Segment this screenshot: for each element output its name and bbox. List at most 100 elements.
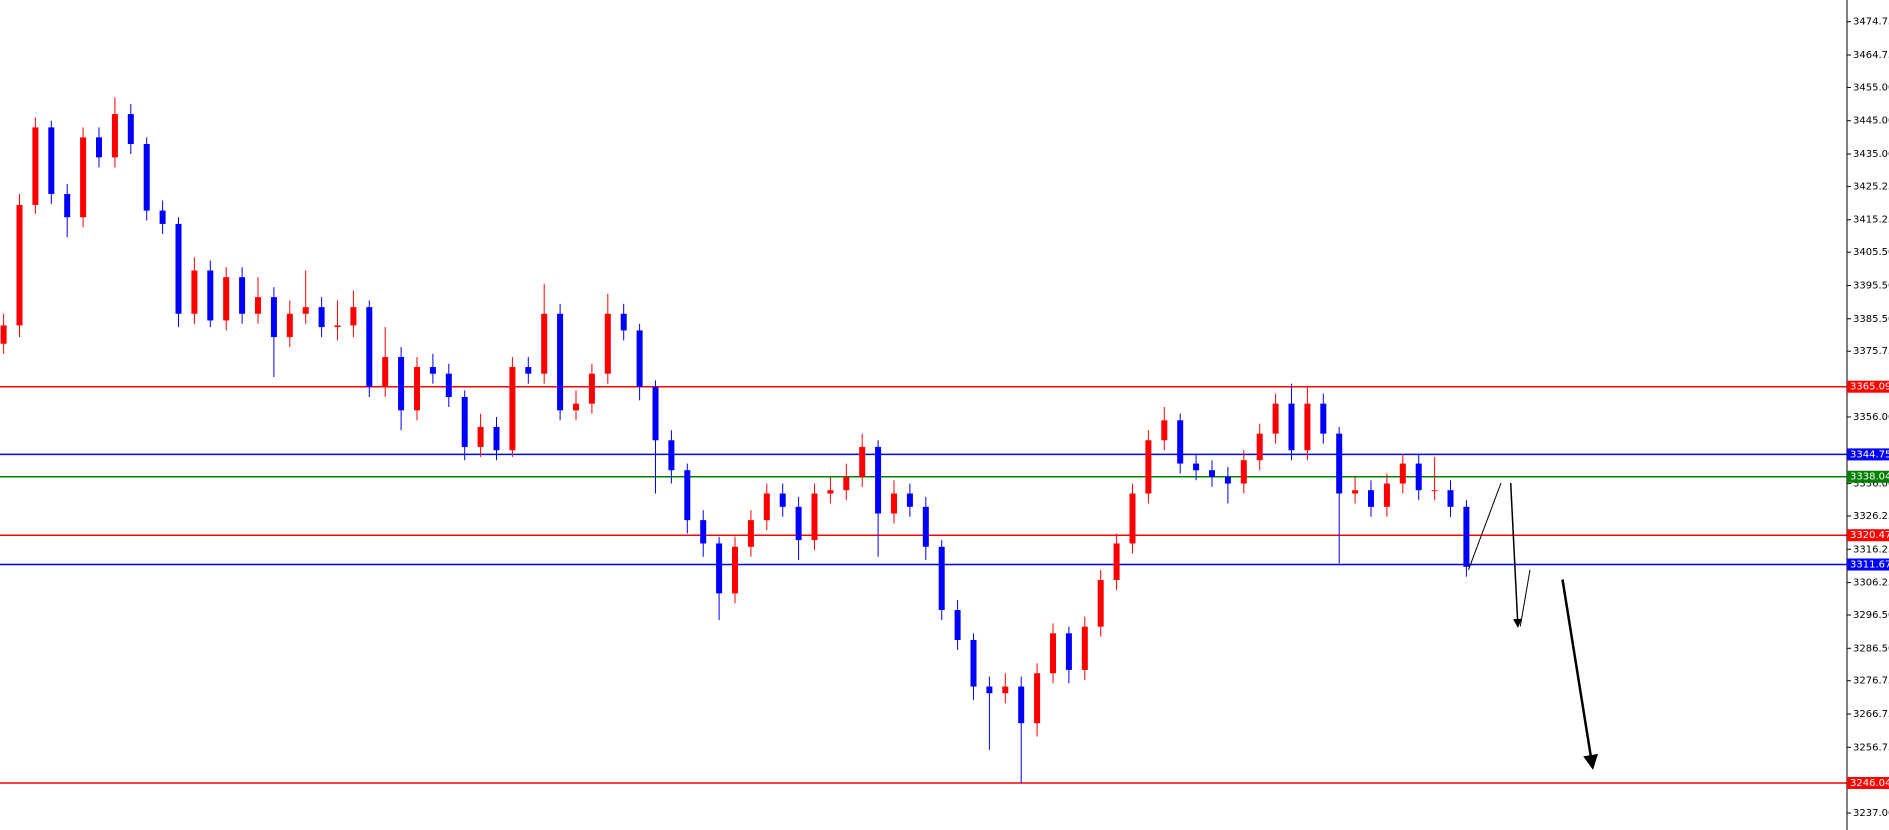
candle-body <box>1113 543 1120 581</box>
y-tick-label: 3435.00 <box>1853 149 1889 160</box>
candle-body <box>477 426 484 447</box>
y-tick-label: 3266.75 <box>1853 709 1889 720</box>
candle-body <box>239 277 246 314</box>
candle-body <box>0 325 7 344</box>
y-tick-label: 3455.00 <box>1853 82 1889 93</box>
candle-body <box>970 639 977 687</box>
candle-body <box>32 127 39 205</box>
candle-body <box>1368 490 1374 507</box>
candle-body <box>1081 626 1088 670</box>
candles <box>0 97 1470 784</box>
candle-body <box>143 144 150 211</box>
candle-body <box>48 127 55 194</box>
candle-body <box>1145 440 1152 494</box>
candle-body <box>1034 673 1041 724</box>
candle-body <box>1129 493 1136 544</box>
candle-body <box>1304 403 1311 451</box>
candle-body <box>891 493 897 514</box>
candle-body <box>811 493 818 541</box>
price-axis: 3474.75 3464.75 3455.00 3445.00 3435.00 3425.… <box>1847 17 1889 819</box>
candle-body <box>779 493 786 507</box>
level-label: 3246.04 <box>1850 778 1889 789</box>
candle-body <box>652 387 659 441</box>
candle-body <box>700 520 707 544</box>
candle-body <box>1415 463 1422 491</box>
projection-line <box>1468 482 1502 570</box>
y-tick-label: 3445.00 <box>1853 116 1889 127</box>
projection-arrow <box>1561 579 1599 770</box>
candle-body <box>684 470 691 521</box>
candle-body <box>366 307 373 388</box>
candle-body <box>859 446 866 477</box>
candle-body <box>80 137 87 218</box>
candle-body <box>954 610 961 640</box>
candle-body <box>636 330 643 388</box>
candle-body <box>604 313 611 374</box>
candle-body <box>111 114 118 158</box>
level-label: 3320.47 <box>1850 530 1889 541</box>
candle-body <box>96 137 102 158</box>
candle-body <box>1209 470 1215 477</box>
candle-body <box>493 426 500 451</box>
candle-body <box>747 520 754 547</box>
candle-body <box>1018 686 1025 724</box>
projection-line <box>1519 569 1531 627</box>
candle-body <box>255 297 261 314</box>
candle-body <box>1336 433 1343 494</box>
candle-body <box>541 313 548 374</box>
y-tick-label: 3385.50 <box>1853 314 1889 325</box>
candle-body <box>318 307 325 328</box>
candle-body <box>588 373 595 404</box>
candle-body <box>382 357 389 388</box>
candle-body <box>350 307 357 326</box>
y-tick-label: 3425.25 <box>1853 181 1889 192</box>
candle-body <box>1431 490 1438 492</box>
candle-body <box>270 297 277 338</box>
candle-body <box>191 270 198 314</box>
candle-body <box>843 476 850 491</box>
candle-body <box>1256 433 1263 461</box>
candle-body <box>986 686 993 694</box>
candle-body <box>557 313 564 411</box>
y-tick-label: 3237.00 <box>1853 808 1889 819</box>
candle-body <box>732 546 738 594</box>
candle-body <box>398 357 405 411</box>
candle-body <box>127 114 134 145</box>
candle-body <box>1463 506 1470 567</box>
candle-body <box>525 367 532 374</box>
y-tick-label: 3464.75 <box>1853 50 1889 61</box>
candle-body <box>906 493 913 507</box>
y-tick-label: 3276.75 <box>1853 676 1889 687</box>
level-label: 3344.75 <box>1850 449 1889 460</box>
candle-body <box>1065 633 1072 670</box>
candle-body <box>1383 483 1390 507</box>
candle-body <box>620 313 627 331</box>
candle-body <box>938 546 945 611</box>
candle-body <box>1320 403 1327 434</box>
candle-body <box>1352 490 1359 494</box>
candle-body <box>159 210 166 224</box>
y-tick-label: 3306.25 <box>1853 578 1889 589</box>
candle-body <box>1399 463 1406 484</box>
candle-body <box>445 373 452 397</box>
level-label-box <box>1847 470 1889 483</box>
projection-arrow <box>1509 482 1523 628</box>
level-label-box <box>1847 448 1889 461</box>
candle-body <box>1447 490 1454 507</box>
y-tick-label: 3375.75 <box>1853 346 1889 357</box>
candle-body <box>461 396 468 447</box>
y-tick-label: 3336.00 <box>1853 479 1889 490</box>
candle-body <box>795 506 802 541</box>
candle-body <box>223 277 230 321</box>
y-tick-label: 3415.25 <box>1853 215 1889 226</box>
candle-body <box>1177 420 1184 464</box>
level-label-box <box>1847 558 1889 571</box>
candle-body <box>64 193 71 218</box>
y-tick-label: 3356.00 <box>1853 412 1889 423</box>
y-tick-label: 3316.25 <box>1853 544 1889 555</box>
level-label: 3338.04 <box>1850 472 1889 483</box>
level-lines <box>0 385 1847 784</box>
y-tick-label: 3326.25 <box>1853 511 1889 522</box>
candle-body <box>302 307 309 314</box>
level-label: 3311.67 <box>1850 560 1889 571</box>
